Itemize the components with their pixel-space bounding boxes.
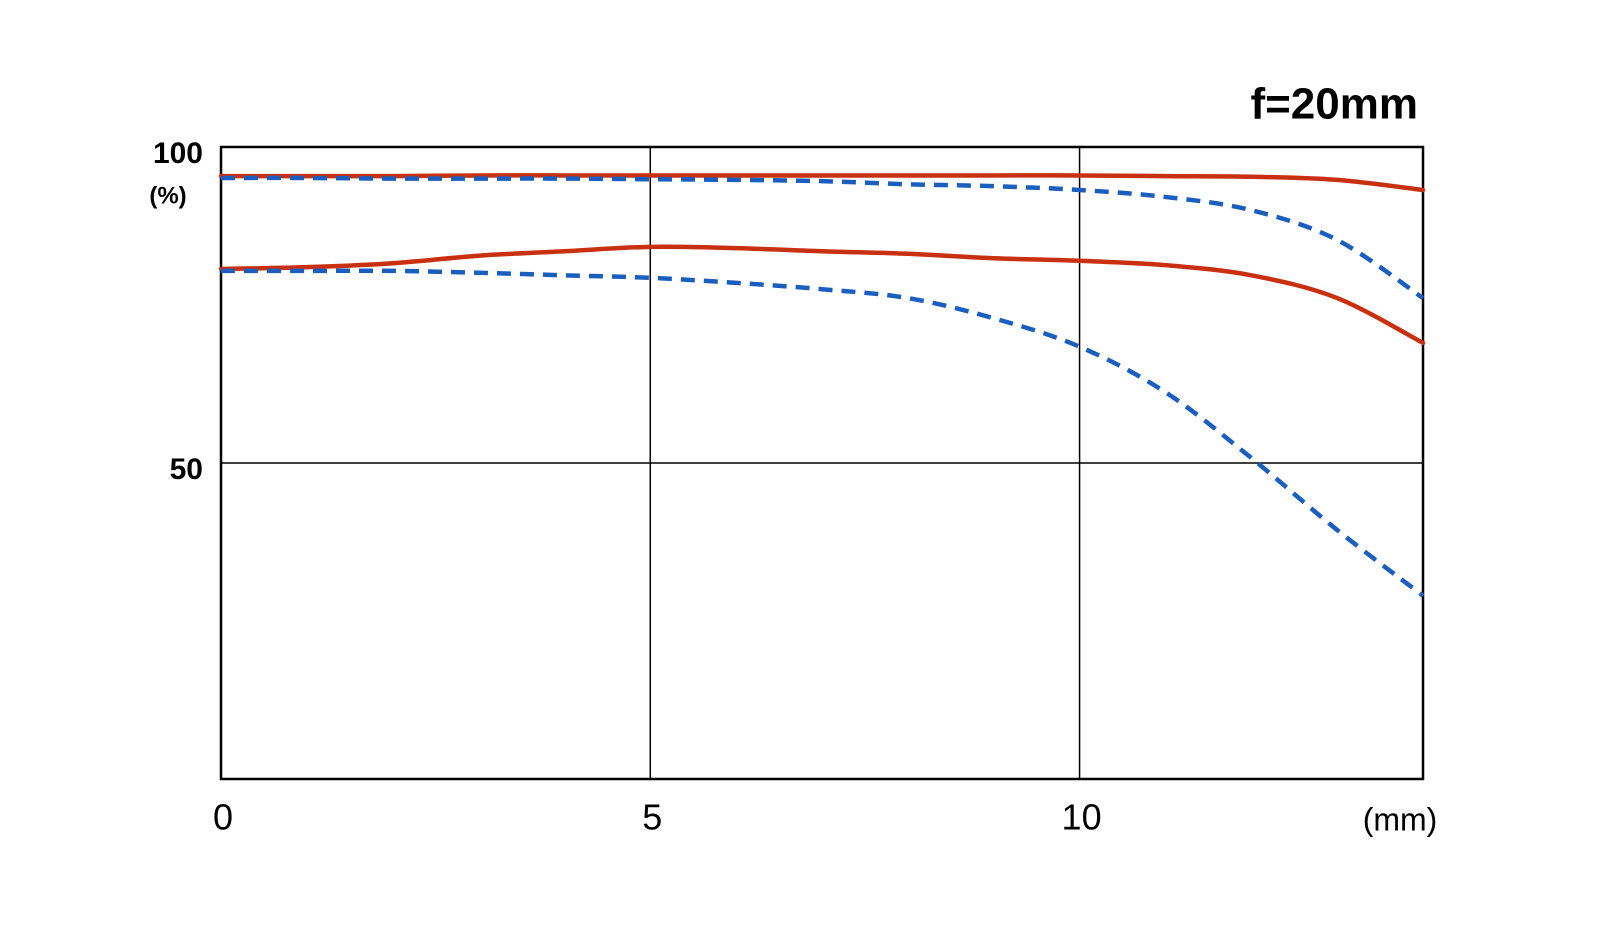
line-series [220, 268, 1425, 598]
x-tick-label: 5 [642, 797, 662, 838]
line-series [218, 173, 1426, 193]
line-series [220, 175, 1425, 300]
chart-title: f=20mm [1250, 80, 1418, 129]
y-tick-label: 100 [153, 137, 203, 170]
y-tick-label: 50 [170, 453, 203, 486]
x-tick-label: 0 [213, 797, 233, 838]
x-tick-label: 10 [1062, 797, 1102, 838]
line-series [218, 244, 1426, 346]
y-axis-label: (%) [149, 182, 186, 209]
plot-frame [219, 145, 1425, 781]
x-axis-label: (mm) [1363, 801, 1438, 837]
